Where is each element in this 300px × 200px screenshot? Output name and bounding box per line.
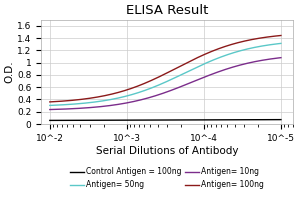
Antigen= 10ng [173,88,177,90]
Antigen= 100ng [159,75,163,77]
Antigen= 50ng [274,43,277,45]
Antigen= 10ng [48,108,52,111]
Antigen= 50ng [186,71,189,73]
Line: Antigen= 100ng: Antigen= 100ng [50,35,281,102]
Antigen= 100ng [158,75,161,78]
Antigen= 100ng [237,41,241,44]
Control Antigen = 100ng [279,118,283,121]
Antigen= 100ng [279,34,283,37]
Legend: Control Antigen = 100ng, Antigen= 50ng, Antigen= 10ng, Antigen= 100ng: Control Antigen = 100ng, Antigen= 50ng, … [70,167,264,189]
Antigen= 10ng [158,93,161,96]
Antigen= 10ng [186,83,189,85]
Title: ELISA Result: ELISA Result [126,4,208,17]
Antigen= 50ng [279,42,283,45]
X-axis label: Serial Dilutions of Antibody: Serial Dilutions of Antibody [96,146,238,156]
Antigen= 100ng [48,101,52,103]
Antigen= 100ng [274,35,277,37]
Antigen= 10ng [274,57,277,60]
Antigen= 50ng [173,77,177,79]
Antigen= 50ng [159,83,163,85]
Control Antigen = 100ng [173,119,177,121]
Antigen= 10ng [279,56,283,59]
Antigen= 100ng [173,68,177,70]
Y-axis label: O.D.: O.D. [4,61,14,83]
Control Antigen = 100ng [274,118,277,121]
Control Antigen = 100ng [158,119,161,121]
Antigen= 50ng [48,104,52,107]
Antigen= 50ng [237,50,241,52]
Control Antigen = 100ng [159,119,163,121]
Line: Antigen= 50ng: Antigen= 50ng [50,43,281,105]
Antigen= 10ng [237,64,241,67]
Line: Antigen= 10ng: Antigen= 10ng [50,58,281,110]
Control Antigen = 100ng [237,119,241,121]
Control Antigen = 100ng [186,119,189,121]
Control Antigen = 100ng [48,119,52,122]
Antigen= 10ng [159,93,163,95]
Antigen= 100ng [186,61,189,64]
Antigen= 50ng [158,83,161,86]
